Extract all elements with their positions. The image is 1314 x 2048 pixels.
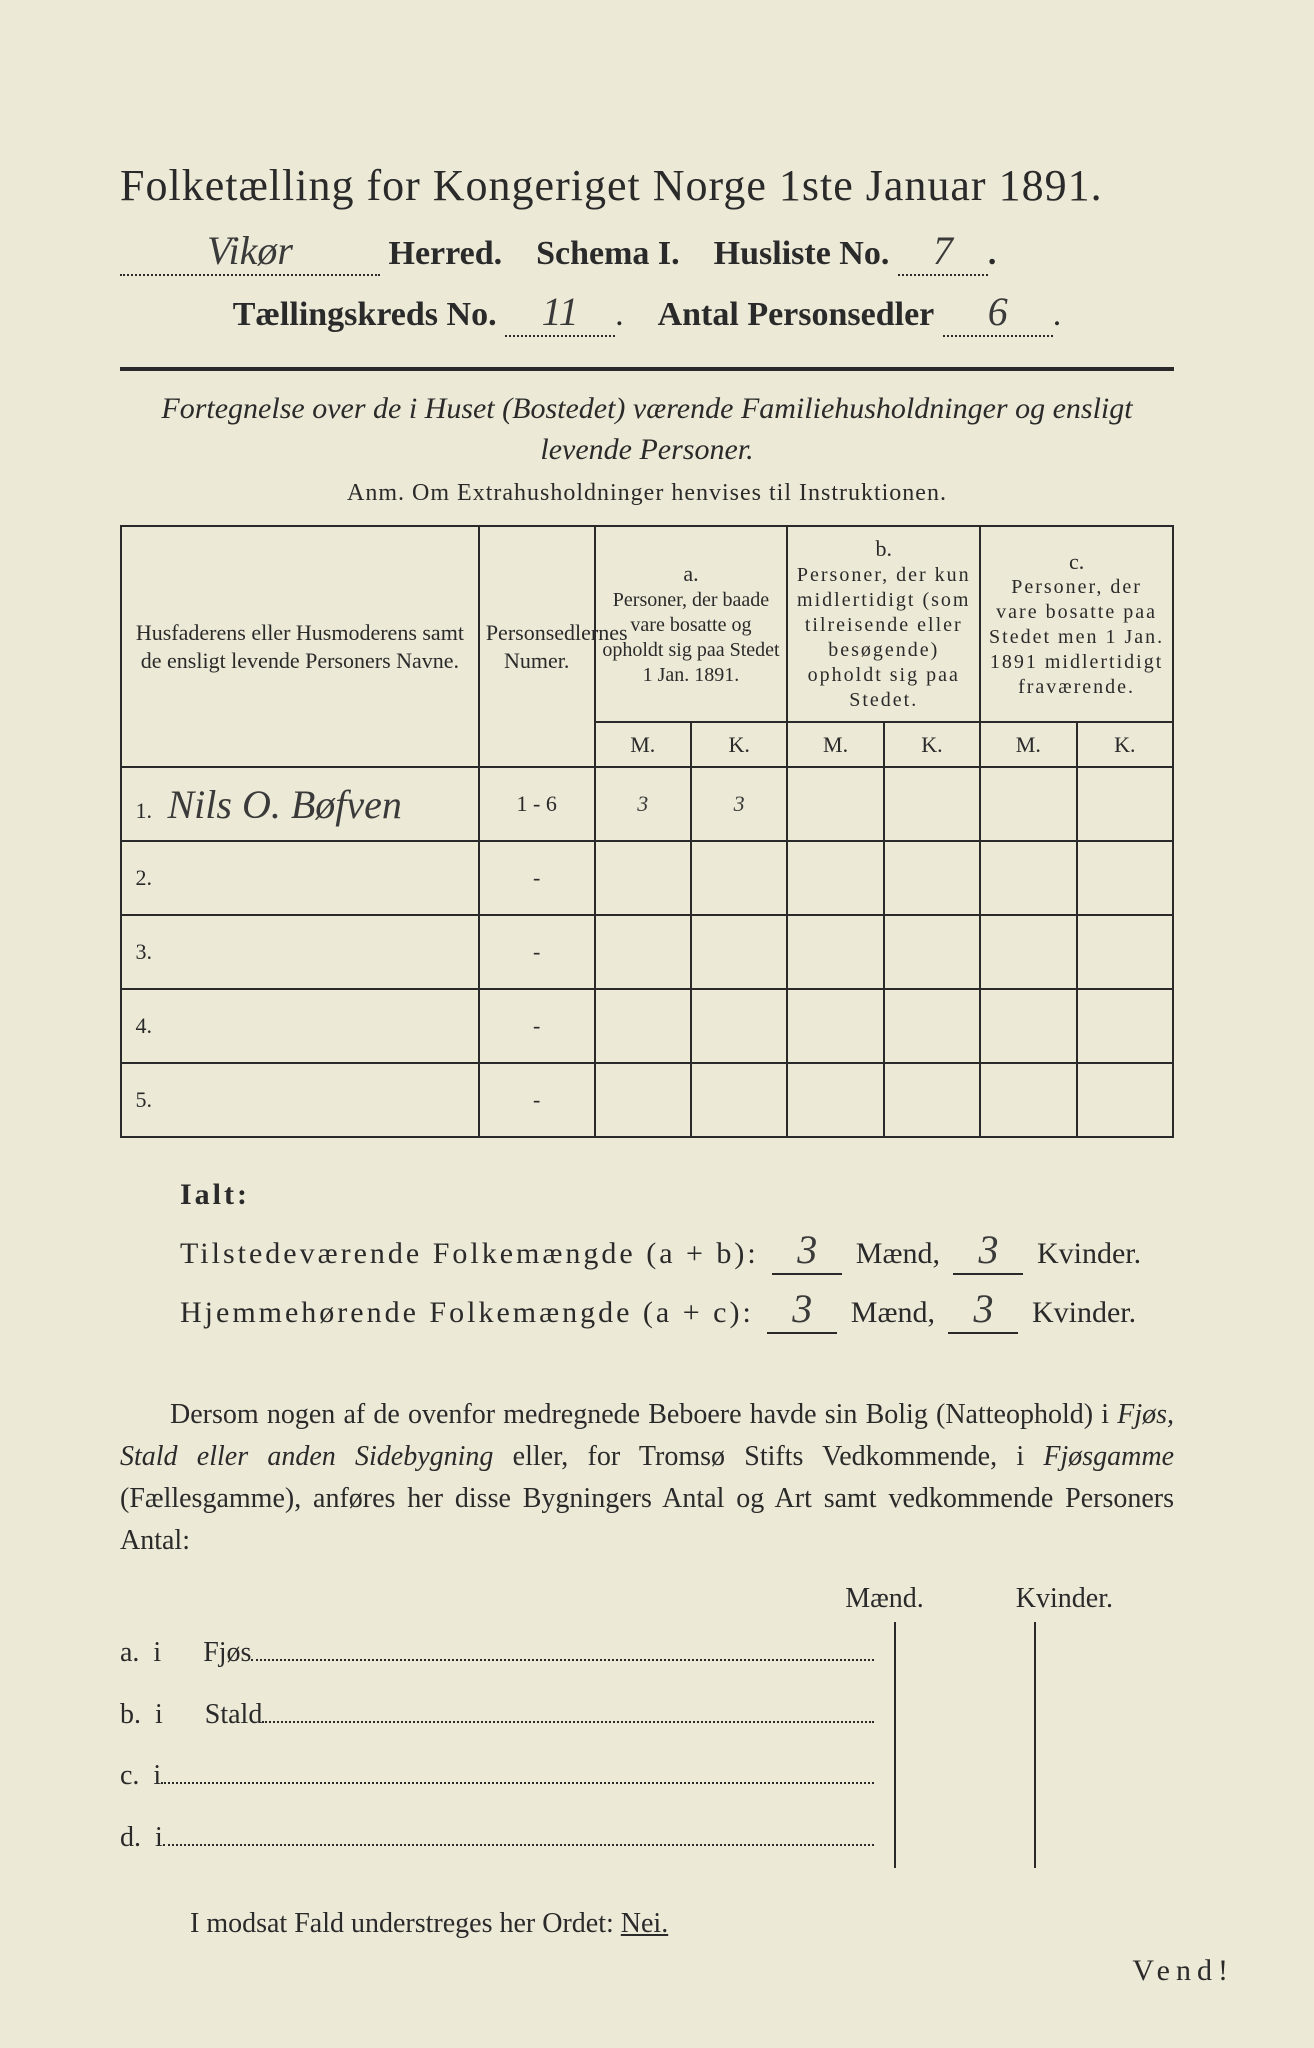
husliste-value: 7 [898, 227, 988, 276]
forteg-l1: Fortegnelse over de i Huset (Bostedet) v… [161, 392, 1132, 425]
col-c-top: c. [987, 548, 1166, 576]
row-ps: 1 - 6 [479, 767, 595, 841]
schema-label: Schema I. [536, 235, 680, 272]
row-ps: - [479, 1063, 595, 1137]
row-ps: - [479, 989, 595, 1063]
side-d: d. i [120, 1807, 163, 1869]
kreds-label: Tællingskreds No. [233, 296, 497, 333]
hjemme-label: Hjemmehørende Folkemængde (a + c): [180, 1296, 754, 1329]
col-a-top: a. [602, 560, 781, 588]
col-b-m: M. [787, 722, 883, 768]
row-aM: 3 [595, 767, 691, 841]
para-t1: Dersom nogen af de ovenfor medregnede Be… [170, 1399, 1117, 1430]
tilstede-label: Tilstedeværende Folkemængde (a + b): [180, 1237, 759, 1270]
mk-columns [894, 1622, 1174, 1868]
herred-value: Vikør [120, 227, 380, 276]
mk-maend: Mænd. [844, 1582, 925, 1616]
kvinder-label: Kvinder. [1037, 1237, 1141, 1270]
para-t2b: (Fællesgamme), anføres her disse Bygning… [120, 1483, 1174, 1556]
maend-label-2: Mænd, [851, 1296, 935, 1329]
row-aK: 3 [691, 767, 787, 841]
row-ps: - [479, 915, 595, 989]
para-fjosgamme: Fjøsgamme [1043, 1441, 1174, 1472]
header-line-2: Vikør Herred. Schema I. Husliste No. 7. [120, 227, 1174, 276]
row-num: 2. [128, 865, 162, 891]
col-b: b. Personer, der kun midlertidigt (som t… [787, 526, 980, 722]
herred-label: Herred. [389, 235, 503, 272]
col-c: c. Personer, der vare bosatte paa Stedet… [980, 526, 1173, 722]
side-a: a. i Fjøs [120, 1622, 251, 1684]
table-row: 3. - [121, 915, 1173, 989]
row-bK [884, 767, 980, 841]
kreds-value: 11 [505, 288, 615, 337]
forteg-l2: levende Personer. [540, 433, 753, 466]
row-bM [787, 767, 883, 841]
tilstede-m: 3 [772, 1226, 842, 1275]
col-a-text: Personer, der baade vare bosatte og opho… [602, 588, 781, 688]
sedler-value: 6 [943, 288, 1053, 337]
row-ps: - [479, 841, 595, 915]
table-row: 5. - [121, 1063, 1173, 1137]
side-c: c. i [120, 1745, 161, 1807]
col-a-m: M. [595, 722, 691, 768]
col-b-k: K. [884, 722, 980, 768]
header-line-3: Tællingskreds No. 11. Antal Personsedler… [120, 288, 1174, 337]
page-title: Folketælling for Kongeriget Norge 1ste J… [120, 160, 1174, 211]
table-row: 2. - [121, 841, 1173, 915]
totals-block: Ialt: Tilstedeværende Folkemængde (a + b… [180, 1178, 1174, 1334]
tilstede-k: 3 [953, 1226, 1023, 1275]
row-num: 1. [128, 798, 162, 824]
row-num: 5. [128, 1087, 162, 1113]
sidebygning-box: a. i Fjøs b. i Stald c. i d. i [120, 1622, 1174, 1868]
mk-kvinder: Kvinder. [1015, 1582, 1114, 1616]
col-b-text: Personer, der kun midlertidigt (som tilr… [794, 563, 973, 713]
modsat-line: I modsat Fald understreges her Ordet: Ne… [120, 1908, 1174, 1940]
side-b: b. i Stald [120, 1684, 262, 1746]
ialt-label: Ialt: [180, 1178, 250, 1211]
col-c-m: M. [980, 722, 1076, 768]
para-t2: eller, for Tromsø Stifts Vedkommende, i [493, 1441, 1043, 1472]
col-ps: Personsedlernes Numer. [479, 526, 595, 767]
hjemme-m: 3 [767, 1285, 837, 1334]
col-c-text: Personer, der vare bosatte paa Stedet me… [987, 575, 1166, 700]
row-cM [980, 767, 1076, 841]
col-names: Husfaderens eller Husmoderens samt de en… [121, 526, 479, 767]
dersom-paragraph: Dersom nogen af de ovenfor medregnede Be… [120, 1394, 1174, 1562]
table-row: 4. - [121, 989, 1173, 1063]
row-num: 3. [128, 939, 162, 965]
anm-line: Anm. Om Extrahusholdninger henvises til … [120, 480, 1174, 507]
husliste-label: Husliste No. [714, 235, 890, 272]
hjemme-k: 3 [948, 1285, 1018, 1334]
col-c-k: K. [1077, 722, 1173, 768]
row-cK [1077, 767, 1173, 841]
divider [120, 367, 1174, 371]
col-b-top: b. [794, 535, 973, 563]
table-row: 1. Nils O. Bøfven 1 - 6 3 3 [121, 767, 1173, 841]
row-name: Nils O. Bøfven [168, 782, 402, 827]
maend-label: Mænd, [856, 1237, 940, 1270]
kvinder-label-2: Kvinder. [1032, 1296, 1136, 1329]
mk-header: Mænd. Kvinder. [120, 1582, 1174, 1616]
vend-label: Vend! [1132, 1954, 1234, 1988]
table-body: 1. Nils O. Bøfven 1 - 6 3 3 2. - 3. - 4. [121, 767, 1173, 1137]
sedler-label: Antal Personsedler [658, 296, 935, 333]
fortegnelse: Fortegnelse over de i Huset (Bostedet) v… [140, 389, 1154, 470]
modsat-text: I modsat Fald understreges her Ordet: [190, 1908, 621, 1939]
household-table: Husfaderens eller Husmoderens samt de en… [120, 525, 1174, 1138]
col-a-k: K. [691, 722, 787, 768]
nei-word: Nei. [621, 1908, 668, 1939]
row-num: 4. [128, 1013, 162, 1039]
